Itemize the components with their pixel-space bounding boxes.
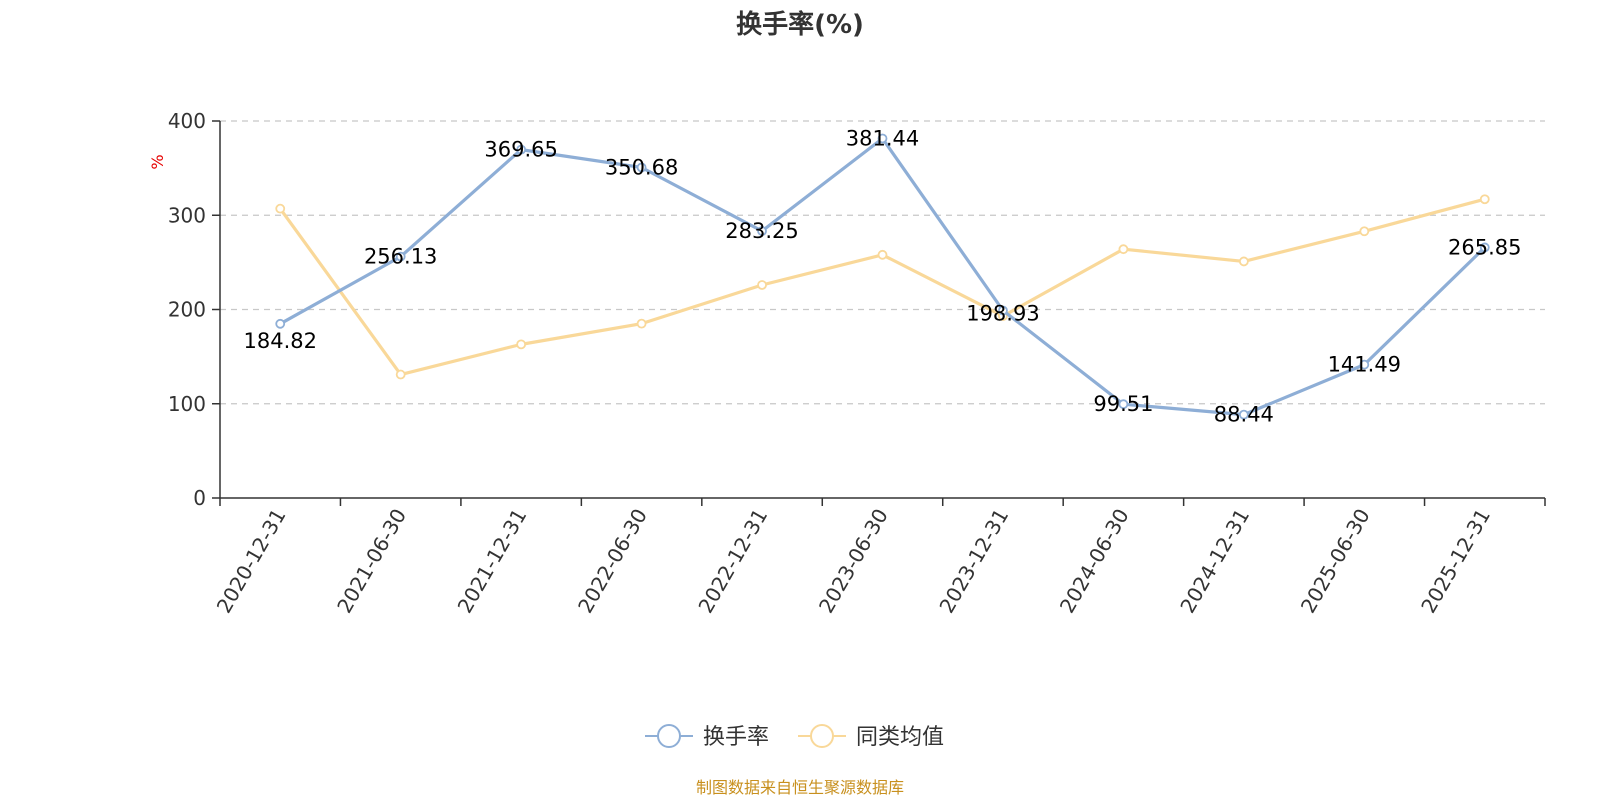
- data-point[interactable]: [757, 280, 767, 290]
- x-tick-label: 2025-06-30: [1296, 505, 1375, 618]
- data-point[interactable]: [275, 318, 286, 329]
- data-labels: 184.82 256.13 369.65 350.68 283.25 381.44 198.…: [243, 126, 1521, 426]
- data-point[interactable]: [998, 305, 1008, 316]
- data-point[interactable]: [636, 162, 647, 173]
- x-tick-label: 2021-12-31: [453, 505, 532, 618]
- data-label: 381.44: [846, 126, 919, 150]
- x-tick-label: 2024-12-31: [1175, 505, 1254, 618]
- legend-marker: [810, 724, 834, 748]
- legend-marker: [657, 724, 681, 748]
- y-tick-label: 0: [193, 486, 206, 510]
- data-point[interactable]: [395, 251, 406, 262]
- data-point[interactable]: [1359, 226, 1370, 237]
- data-label: 99.51: [1093, 392, 1153, 416]
- data-label: 88.44: [1214, 403, 1274, 427]
- x-tick-label: 2025-12-31: [1416, 505, 1495, 618]
- data-label: 141.49: [1328, 353, 1401, 377]
- data-point[interactable]: [1118, 244, 1129, 255]
- data-point[interactable]: [275, 203, 286, 214]
- series-line-1: [278, 197, 1486, 377]
- x-tick-label: 2022-12-31: [693, 505, 772, 618]
- source-note: 制图数据来自恒生聚源数据库: [696, 778, 904, 797]
- data-label: 256.13: [364, 245, 437, 269]
- data-label: 369.65: [484, 138, 557, 162]
- y-tick-label: 400: [168, 109, 206, 133]
- x-tick-label: 2023-12-31: [934, 505, 1013, 618]
- data-label: 283.25: [725, 219, 798, 243]
- data-label: 265.85: [1448, 235, 1521, 259]
- y-tick-label: 200: [168, 298, 206, 322]
- data-point[interactable]: [516, 144, 527, 155]
- x-tick-label: 2020-12-31: [212, 505, 291, 618]
- data-point[interactable]: [877, 249, 888, 260]
- data-point[interactable]: [1479, 194, 1490, 205]
- data-label: 184.82: [243, 329, 316, 353]
- data-label: 350.68: [605, 155, 678, 179]
- data-point[interactable]: [1238, 256, 1249, 267]
- data-point[interactable]: [395, 369, 406, 380]
- series-line-0: [279, 136, 1486, 417]
- legend-item-0[interactable]: 换手率: [645, 724, 769, 750]
- y-tick-label: 100: [168, 392, 206, 416]
- legend-label: 换手率: [703, 725, 769, 750]
- y-tick-label: 300: [168, 203, 206, 227]
- y-axis-unit-label: %: [148, 154, 167, 169]
- data-point[interactable]: [1479, 242, 1490, 253]
- data-point[interactable]: [1118, 399, 1129, 410]
- legend-label: 同类均值: [856, 725, 944, 750]
- data-point[interactable]: [1238, 409, 1249, 420]
- legend[interactable]: 换手率 同类均值: [645, 724, 944, 750]
- chart-title: 换手率(%): [736, 9, 864, 40]
- x-tick-label: 2024-06-30: [1055, 505, 1134, 618]
- data-point[interactable]: [877, 133, 888, 144]
- series-lines: [275, 133, 1490, 420]
- data-point[interactable]: [1359, 359, 1370, 370]
- data-label: 198.93: [966, 302, 1039, 326]
- legend-item-1[interactable]: 同类均值: [798, 724, 944, 750]
- data-point[interactable]: [757, 226, 767, 236]
- data-point[interactable]: [516, 339, 527, 350]
- x-tick-label: 2022-06-30: [573, 505, 652, 618]
- x-tick-label: 2023-06-30: [814, 505, 893, 618]
- data-point[interactable]: [636, 318, 647, 329]
- x-tick-label: 2021-06-30: [332, 505, 411, 618]
- grid-lines: [220, 120, 1545, 405]
